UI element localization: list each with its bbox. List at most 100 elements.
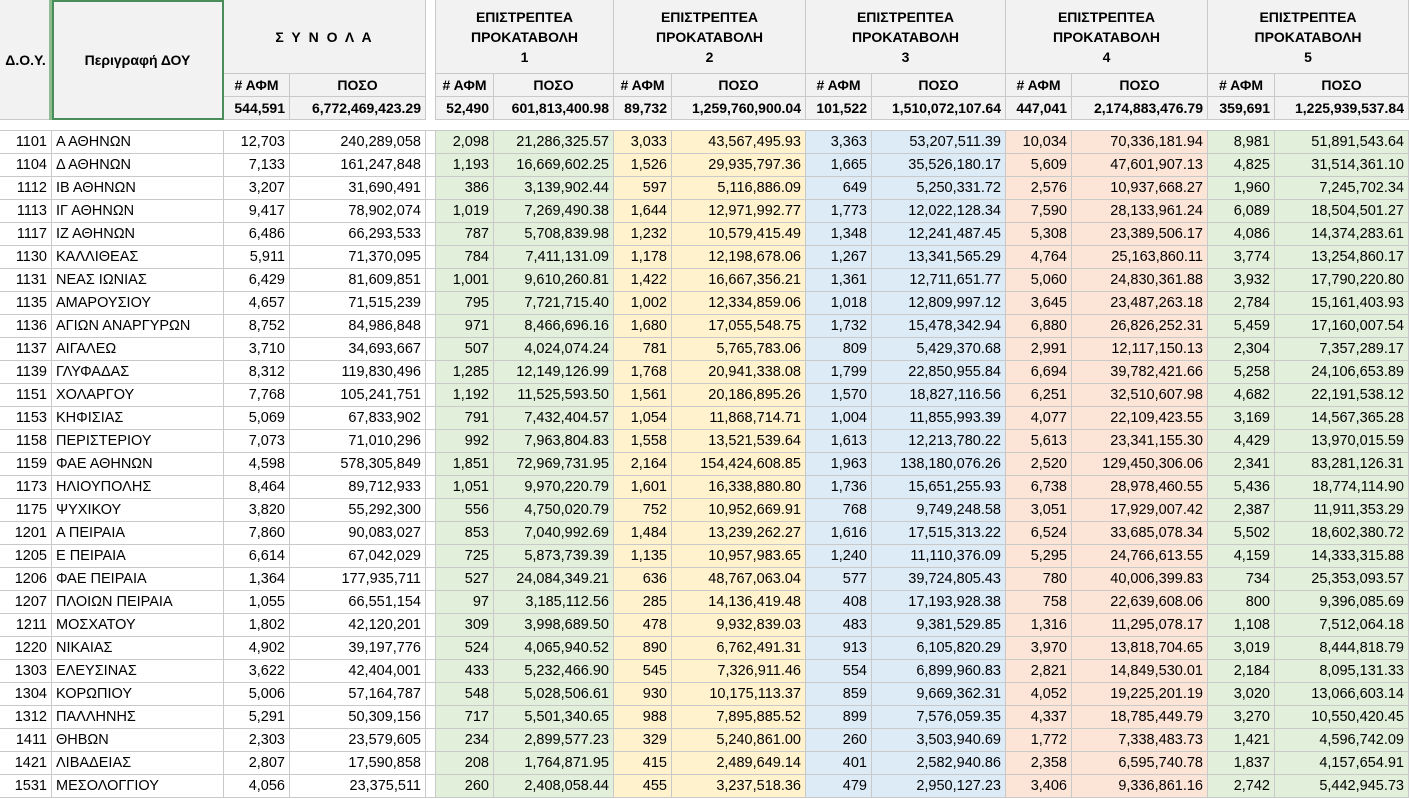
g3-afm-cell[interactable]: 3,363 [806,131,872,154]
dou-description[interactable]: ΜΕΣΟΛΟΓΓΙΟΥ [52,775,224,798]
header-totals-title[interactable]: Σ Υ Ν Ο Λ Α [224,0,426,74]
g2-poso-cell[interactable]: 154,424,608.85 [672,453,806,476]
total-poso-cell[interactable]: 78,902,074 [290,200,426,223]
g2-afm-cell[interactable]: 1,561 [614,384,672,407]
g3-poso-cell[interactable]: 39,724,805.43 [872,568,1006,591]
g4-afm-cell[interactable]: 5,308 [1006,223,1072,246]
g2-afm-cell[interactable]: 545 [614,660,672,683]
total-poso-cell[interactable]: 71,010,296 [290,430,426,453]
header-group-2[interactable]: ΕΠΙΣΤΡΕΠΤΕΑ ΠΡΟΚΑΤΑΒΟΛΗ 2 [614,0,806,74]
dou-description[interactable]: ΕΛΕΥΣΙΝΑΣ [52,660,224,683]
g5-poso-cell[interactable]: 18,774,114.90 [1275,476,1409,499]
dou-code[interactable]: 1312 [0,706,52,729]
dou-code[interactable]: 1158 [0,430,52,453]
dou-description[interactable]: ΗΛΙΟΥΠΟΛΗΣ [52,476,224,499]
g3-poso-cell[interactable]: 12,241,487.45 [872,223,1006,246]
g2-afm-cell[interactable]: 415 [614,752,672,775]
g2-poso-cell[interactable]: 6,762,491.31 [672,637,806,660]
header-g3-afm[interactable]: # ΑΦΜ [806,74,872,97]
g4-afm-cell[interactable]: 4,337 [1006,706,1072,729]
g3-poso-cell[interactable]: 6,899,960.83 [872,660,1006,683]
dou-description[interactable]: ΦΑΕ ΑΘΗΝΩΝ [52,453,224,476]
dou-description[interactable]: ΑΓΙΩΝ ΑΝΑΡΓΥΡΩΝ [52,315,224,338]
g2-poso-cell[interactable]: 16,338,880.80 [672,476,806,499]
g5-poso-cell[interactable]: 4,157,654.91 [1275,752,1409,775]
g2-afm-cell[interactable]: 597 [614,177,672,200]
g1-poso-cell[interactable]: 3,139,902.44 [494,177,614,200]
g1-afm-cell[interactable]: 1,019 [436,200,494,223]
g3-poso-cell[interactable]: 6,105,820.29 [872,637,1006,660]
g4-poso-cell[interactable]: 40,006,399.83 [1072,568,1208,591]
g1-afm-cell[interactable]: 1,285 [436,361,494,384]
g1-poso-cell[interactable]: 7,721,715.40 [494,292,614,315]
g1-afm-cell[interactable]: 1,001 [436,269,494,292]
total-afm-cell[interactable]: 5,069 [224,407,290,430]
g1-afm-cell[interactable]: 971 [436,315,494,338]
g3-poso-cell[interactable]: 3,503,940.69 [872,729,1006,752]
header-group-4[interactable]: ΕΠΙΣΤΡΕΠΤΕΑ ΠΡΟΚΑΤΑΒΟΛΗ 4 [1006,0,1208,74]
total-poso-cell[interactable]: 578,305,849 [290,453,426,476]
g2-poso-cell[interactable]: 10,175,113.37 [672,683,806,706]
g5-afm-cell[interactable]: 5,502 [1208,522,1275,545]
g3-afm-cell[interactable]: 768 [806,499,872,522]
g3-afm-cell[interactable]: 1,348 [806,223,872,246]
g3-poso-cell[interactable]: 2,950,127.23 [872,775,1006,798]
g1-afm-cell[interactable]: 548 [436,683,494,706]
dou-code[interactable]: 1206 [0,568,52,591]
g4-afm-cell[interactable]: 5,609 [1006,154,1072,177]
g1-afm-cell[interactable]: 524 [436,637,494,660]
g5-poso-cell[interactable]: 83,281,126.31 [1275,453,1409,476]
g5-poso-cell[interactable]: 24,106,653.89 [1275,361,1409,384]
g5-afm-cell[interactable]: 2,304 [1208,338,1275,361]
g2-afm-cell[interactable]: 1,135 [614,545,672,568]
g3-poso-cell[interactable]: 17,193,928.38 [872,591,1006,614]
dou-description[interactable]: ΠΕΡΙΣΤΕΡΙΟΥ [52,430,224,453]
g5-afm-cell[interactable]: 5,459 [1208,315,1275,338]
g4-poso-cell[interactable]: 17,929,007.42 [1072,499,1208,522]
total-afm-cell[interactable]: 5,006 [224,683,290,706]
g1-poso-cell[interactable]: 24,084,349.21 [494,568,614,591]
dou-code[interactable]: 1130 [0,246,52,269]
g2-afm-cell[interactable]: 1,232 [614,223,672,246]
header-description[interactable]: Περιγραφή ΔΟΥ [52,0,224,120]
dou-description[interactable]: Α ΠΕΙΡΑΙΑ [52,522,224,545]
g2-afm-cell[interactable]: 455 [614,775,672,798]
g3-afm-cell[interactable]: 554 [806,660,872,683]
g1-poso-cell[interactable]: 1,764,871.95 [494,752,614,775]
g1-afm-cell[interactable]: 992 [436,430,494,453]
g5-afm-cell[interactable]: 4,086 [1208,223,1275,246]
g3-afm-cell[interactable]: 809 [806,338,872,361]
g2-poso-cell[interactable]: 5,116,886.09 [672,177,806,200]
header-g2-afm[interactable]: # ΑΦΜ [614,74,672,97]
total-poso-cell[interactable]: 55,292,300 [290,499,426,522]
g2-poso-cell[interactable]: 3,237,518.36 [672,775,806,798]
g3-afm-cell[interactable]: 1,773 [806,200,872,223]
g5-afm-cell[interactable]: 4,682 [1208,384,1275,407]
g1-afm-cell[interactable]: 784 [436,246,494,269]
dou-description[interactable]: ΘΗΒΩΝ [52,729,224,752]
g1-poso-cell[interactable]: 7,432,404.57 [494,407,614,430]
g3-afm-cell[interactable]: 1,616 [806,522,872,545]
total-afm-cell[interactable]: 7,768 [224,384,290,407]
g1-afm-cell[interactable]: 853 [436,522,494,545]
g2-afm-cell[interactable]: 1,680 [614,315,672,338]
g2-poso-cell[interactable]: 13,521,539.64 [672,430,806,453]
g4-afm-cell[interactable]: 6,524 [1006,522,1072,545]
total-poso-cell[interactable]: 67,042,029 [290,545,426,568]
total-afm-cell[interactable]: 2,303 [224,729,290,752]
total-afm-cell[interactable]: 7,133 [224,154,290,177]
g3-poso-cell[interactable]: 12,022,128.34 [872,200,1006,223]
g4-afm-cell[interactable]: 6,880 [1006,315,1072,338]
g1-afm-cell[interactable]: 507 [436,338,494,361]
g2-poso-cell[interactable]: 43,567,495.93 [672,131,806,154]
header-group-5[interactable]: ΕΠΙΣΤΡΕΠΤΕΑ ΠΡΟΚΑΤΑΒΟΛΗ 5 [1208,0,1409,74]
g3-poso-cell[interactable]: 9,381,529.85 [872,614,1006,637]
total-afm-cell[interactable]: 8,312 [224,361,290,384]
g5-poso-cell[interactable]: 15,161,403.93 [1275,292,1409,315]
total-poso-cell[interactable]: 34,693,667 [290,338,426,361]
g3-poso-cell[interactable]: 12,213,780.22 [872,430,1006,453]
g1-afm-cell[interactable]: 2,098 [436,131,494,154]
g3-poso-cell[interactable]: 5,429,370.68 [872,338,1006,361]
g4-afm-cell[interactable]: 7,590 [1006,200,1072,223]
g2-afm-cell[interactable]: 285 [614,591,672,614]
